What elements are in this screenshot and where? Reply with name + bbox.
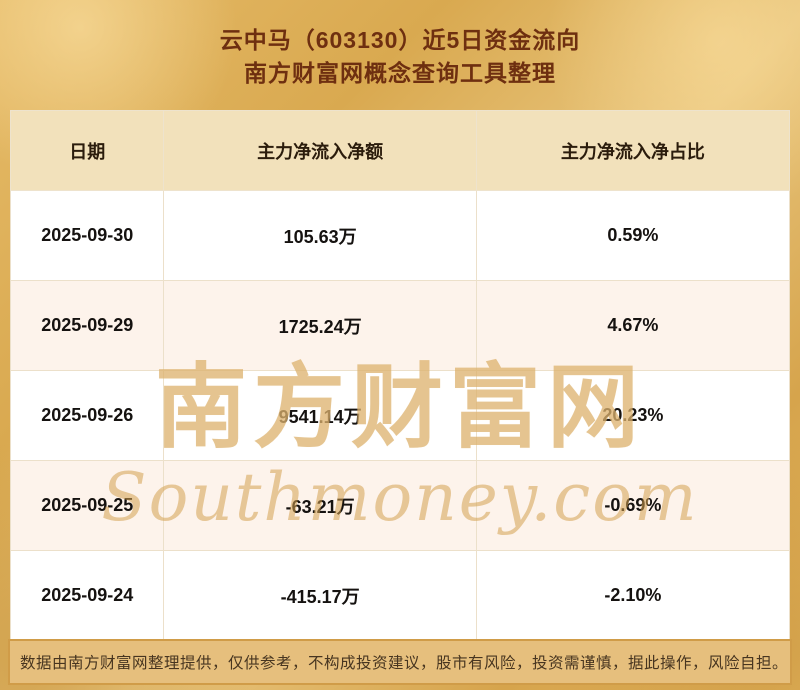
row-amount: 9541.14万 <box>163 370 477 461</box>
page-header: 云中马（603130）近5日资金流向 南方财富网概念查询工具整理 <box>0 0 800 90</box>
row-date: 2025-09-25 <box>9 460 165 551</box>
row-ratio: -2.10% <box>475 550 791 641</box>
row-date: 2025-09-29 <box>9 280 165 371</box>
row-amount: 1725.24万 <box>163 280 477 371</box>
footer-text: 数据由南方财富网整理提供，仅供参考，不构成投资建议，股市有风险，投资需谨慎，据此… <box>20 655 789 672</box>
row-amount: 105.63万 <box>163 190 477 281</box>
fund-flow-table: 日期 主力净流入净额 主力净流入净占比 2025-09-30 105.63万 0… <box>9 110 791 641</box>
table-body: 2025-09-30 105.63万 0.59% 2025-09-29 1725… <box>9 190 791 641</box>
table-row: 2025-09-25 -63.21万 -0.69% <box>9 460 791 551</box>
table-row: 2025-09-30 105.63万 0.59% <box>9 190 791 281</box>
row-amount: -415.17万 <box>163 550 477 641</box>
table-row: 2025-09-26 9541.14万 20.23% <box>9 370 791 461</box>
page-title: 云中马（603130）近5日资金流向 <box>219 27 581 53</box>
row-ratio: 0.59% <box>475 190 791 281</box>
row-ratio: -0.69% <box>475 460 791 551</box>
row-ratio: 4.67% <box>475 280 791 371</box>
row-date: 2025-09-30 <box>9 190 165 281</box>
header-row: 日期 主力净流入净额 主力净流入净占比 <box>9 110 791 191</box>
table-row: 2025-09-29 1725.24万 4.67% <box>9 280 791 371</box>
header-cell-ratio: 主力净流入净占比 <box>475 110 791 191</box>
table-header: 日期 主力净流入净额 主力净流入净占比 <box>9 110 791 191</box>
page-subtitle: 南方财富网概念查询工具整理 <box>244 60 556 86</box>
header-cell-amount: 主力净流入净额 <box>163 110 477 191</box>
row-date: 2025-09-24 <box>9 550 165 641</box>
row-date: 2025-09-26 <box>9 370 165 461</box>
row-ratio: 20.23% <box>475 370 791 461</box>
footer-disclaimer: 数据由南方财富网整理提供，仅供参考，不构成投资建议，股市有风险，投资需谨慎，据此… <box>8 639 792 685</box>
header-cell-date: 日期 <box>9 110 165 191</box>
table-row: 2025-09-24 -415.17万 -2.10% <box>9 550 791 641</box>
row-amount: -63.21万 <box>163 460 477 551</box>
